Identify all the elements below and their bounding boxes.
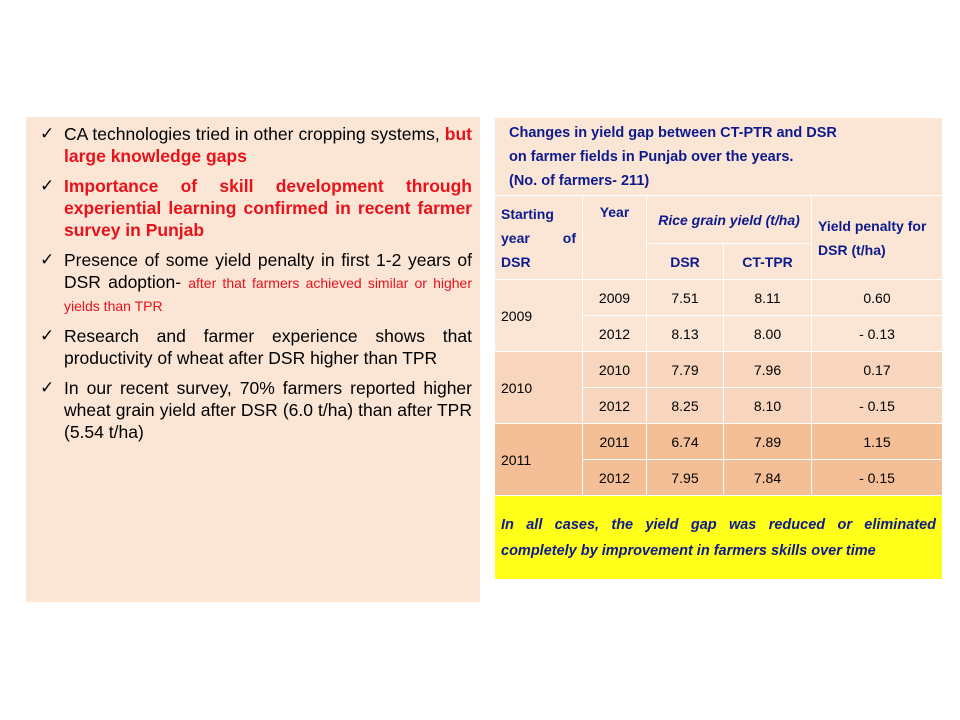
bullet-text: CA technologies tried in other cropping … (64, 124, 472, 166)
cell-dsr: 6.74 (646, 423, 724, 460)
table-title: Changes in yield gap between CT-PTR and … (493, 117, 944, 196)
cell-penalty: 0.60 (810, 279, 944, 316)
cell-year: 2010 (582, 351, 647, 388)
yield-gap-table: Changes in yield gap between CT-PTR and … (493, 117, 944, 580)
cell-penalty: - 0.13 (810, 315, 944, 352)
bullet-item: ✓ Importance of skill development throug… (34, 175, 472, 241)
cell-dsr: 8.13 (646, 315, 724, 352)
cell-year: 2011 (582, 423, 647, 460)
cell-year: 2012 (582, 387, 647, 424)
cell-penalty: 1.15 (810, 423, 944, 460)
cell-year: 2012 (582, 459, 647, 496)
cell-ct-tpr: 7.96 (723, 351, 812, 388)
table-row: 2011 2011 6.74 7.89 1.15 (494, 423, 944, 496)
bullet-text: Research and farmer experience shows tha… (64, 326, 472, 368)
header-starting-year: Starting year of DSR (494, 195, 583, 280)
checkmark-icon: ✓ (40, 378, 55, 397)
cell-penalty: 0.17 (810, 351, 944, 388)
header-year: Year (582, 195, 647, 280)
cell-ct-tpr: 7.89 (723, 423, 812, 460)
cell-year: 2012 (582, 315, 647, 352)
table-row: 2012 7.95 7.84 - 0.15 (495, 459, 944, 496)
table-row: 2012 8.13 8.00 - 0.13 (495, 315, 944, 352)
checkmark-icon: ✓ (40, 250, 55, 269)
cell-ct-tpr: 7.84 (723, 459, 812, 496)
table-row: 2012 8.25 8.10 - 0.15 (495, 387, 944, 424)
checkmark-icon: ✓ (40, 326, 55, 345)
header-rice-grain-yield: Rice grain yield (t/ha) (646, 195, 812, 244)
table-row: 2009 2009 7.51 8.11 0.60 (494, 279, 944, 352)
cell-penalty: - 0.15 (810, 387, 944, 424)
bullet-text: Presence of some yield penalty in first … (64, 250, 472, 314)
header-yield-penalty: Yield penalty for DSR (t/ha) (810, 195, 944, 280)
bullet-text: In our recent survey, 70% farmers report… (64, 378, 472, 442)
table-row: 2010 2010 7.79 7.96 0.17 (494, 351, 944, 424)
bullet-item: ✓ In our recent survey, 70% farmers repo… (34, 377, 472, 443)
checkmark-icon: ✓ (40, 176, 55, 195)
bullet-item: ✓ CA technologies tried in other croppin… (34, 123, 472, 167)
bullet-panel: ✓ CA technologies tried in other croppin… (26, 117, 480, 602)
table-subheader-row: DSR CT-TPR (495, 243, 943, 280)
bullet-list: ✓ CA technologies tried in other croppin… (34, 123, 472, 443)
cell-start-year: 2011 (494, 423, 583, 496)
cell-start-year: 2009 (494, 279, 583, 352)
cell-dsr: 8.25 (646, 387, 724, 424)
table-footer-row: In all cases, the yield gap was reduced … (493, 495, 944, 580)
bullet-item: ✓ Presence of some yield penalty in firs… (34, 249, 472, 317)
cell-dsr: 7.79 (646, 351, 724, 388)
cell-dsr: 7.95 (646, 459, 724, 496)
cell-ct-tpr: 8.10 (723, 387, 812, 424)
header-dsr: DSR (646, 243, 724, 280)
table-footer-note: In all cases, the yield gap was reduced … (493, 495, 944, 580)
header-ct-tpr: CT-TPR (723, 243, 812, 280)
cell-ct-tpr: 8.00 (723, 315, 812, 352)
bullet-text: Importance of skill development through … (64, 176, 472, 240)
cell-year: 2009 (582, 279, 647, 316)
cell-penalty: - 0.15 (810, 459, 944, 496)
cell-dsr: 7.51 (646, 279, 724, 316)
cell-start-year: 2010 (494, 351, 583, 424)
table-header-row: Starting year of DSR Year Rice grain yie… (494, 195, 944, 280)
bullet-item: ✓ Research and farmer experience shows t… (34, 325, 472, 369)
checkmark-icon: ✓ (40, 124, 55, 143)
table-title-row: Changes in yield gap between CT-PTR and … (493, 117, 944, 196)
yield-gap-table-panel: Changes in yield gap between CT-PTR and … (493, 117, 944, 580)
cell-ct-tpr: 8.11 (723, 279, 812, 316)
